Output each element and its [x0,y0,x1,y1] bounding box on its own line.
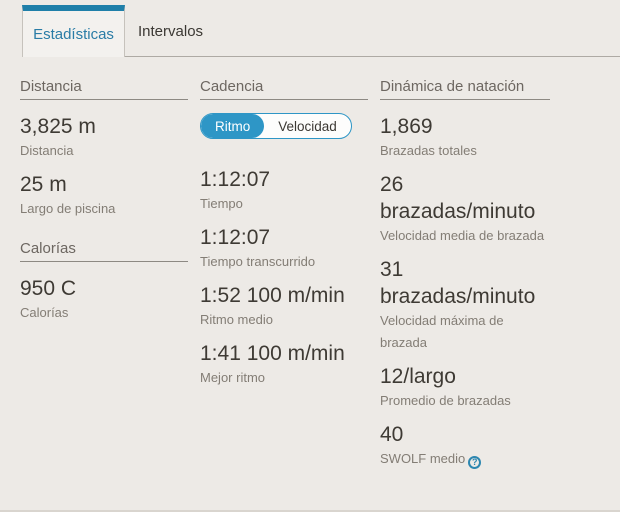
stat-value: 1:12:07 [200,226,271,249]
stat-label: Largo de piscina [20,201,116,216]
stat-label: Promedio de brazadas [380,393,511,408]
stat-label-text: SWOLF medio [380,451,466,466]
stat-value: 1,869 [380,115,433,138]
stat-value: 950 C [20,277,77,300]
tab-strip-divider [125,56,620,57]
tab-intervalos[interactable]: Intervalos [138,5,203,57]
stat-mejor-ritmo: 1:41 100 m/min Mejor ritmo [200,340,368,389]
stat-value: 3,825 m [20,115,96,138]
column-swim-dynamics: Dinámica de natación 1,869 Brazadas tota… [380,78,550,479]
stat-label: Tiempo [200,196,243,211]
stat-largo-piscina: 25 m Largo de piscina [20,171,188,220]
column-cadence: Cadencia Ritmo Velocidad 1:12:07 Tiempo … [200,78,368,398]
stat-label: Velocidad media de brazada [380,228,545,243]
stat-label: Tiempo transcurrido [200,254,316,269]
stat-promedio-brazadas: 12/largo Promedio de brazadas [380,363,550,412]
stat-value: 26 brazadas/minuto [380,173,536,223]
stat-ritmo-medio: 1:52 100 m/min Ritmo medio [200,282,368,331]
stat-value: 31 brazadas/minuto [380,258,536,308]
stat-tiempo-transcurrido: 1:12:07 Tiempo transcurrido [200,224,368,273]
stat-value: 1:41 100 m/min [200,342,345,365]
tab-estadisticas-label: Estadísticas [33,25,114,43]
tab-estadisticas[interactable]: Estadísticas [22,5,125,57]
stat-value: 1:52 100 m/min [200,284,345,307]
stat-tiempo: 1:12:07 Tiempo [200,166,368,215]
stat-brazadas-totales: 1,869 Brazadas totales [380,113,550,162]
toggle-option-ritmo[interactable]: Ritmo [201,114,265,138]
stat-label: Distancia [20,143,74,158]
stat-distancia: 3,825 m Distancia [20,113,188,162]
section-header-distancia: Distancia [20,78,188,100]
stat-swolf-medio: 40 SWOLF medio? [380,421,550,470]
stat-label: Mejor ritmo [200,370,266,385]
stat-calorias: 950 C Calorías [20,275,188,324]
section-header-dinamica: Dinámica de natación [380,78,550,100]
stat-velocidad-maxima-brazada: 31 brazadas/minuto Velocidad máxima de b… [380,256,550,354]
stat-value: 12/largo [380,365,456,388]
section-header-calorias: Calorías [20,240,188,262]
stat-value: 25 m [20,173,67,196]
stat-label: Velocidad máxima de brazada [380,313,504,350]
pace-speed-toggle: Ritmo Velocidad [200,113,352,139]
stat-label: SWOLF medio? [380,448,550,470]
stat-label: Brazadas totales [380,143,477,158]
stat-velocidad-media-brazada: 26 brazadas/minuto Velocidad media de br… [380,171,550,247]
tab-intervalos-label: Intervalos [138,22,204,40]
column-distance: Distancia 3,825 m Distancia 25 m Largo d… [20,78,188,333]
section-header-cadencia: Cadencia [200,78,368,100]
toggle-option-velocidad[interactable]: Velocidad [278,118,337,134]
stat-value: 1:12:07 [200,168,271,191]
stat-label: Ritmo medio [200,312,273,327]
tab-strip: Estadísticas Intervalos [0,0,620,57]
panel-bottom-edge [0,510,620,512]
stat-label: Calorías [20,305,69,320]
swolf-help-icon[interactable]: ? [468,456,482,469]
stat-value: 40 [380,423,404,446]
